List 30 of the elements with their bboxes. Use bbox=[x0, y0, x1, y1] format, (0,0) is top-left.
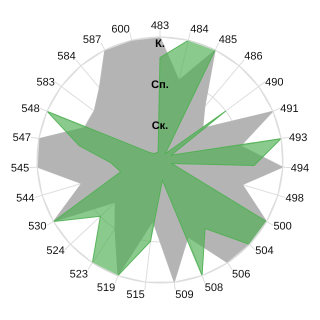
spoke-label: 493 bbox=[289, 132, 308, 144]
spoke-label: 486 bbox=[244, 50, 263, 63]
spoke-label: 548 bbox=[21, 103, 40, 116]
spoke-label: 547 bbox=[12, 132, 31, 144]
spoke-label: 515 bbox=[126, 288, 145, 301]
spoke-label: 504 bbox=[255, 244, 274, 257]
spoke-label: 509 bbox=[175, 288, 194, 301]
y-tick-label: Сп. bbox=[151, 79, 169, 91]
spoke-label: 494 bbox=[290, 162, 310, 175]
spoke-label: 498 bbox=[285, 192, 304, 204]
spoke-label: 587 bbox=[82, 34, 102, 46]
spoke-label: 506 bbox=[232, 268, 250, 280]
spoke-label: 544 bbox=[16, 192, 35, 204]
y-tick-label: К. bbox=[155, 38, 165, 50]
spoke-label: 500 bbox=[273, 220, 292, 232]
spoke-label: 583 bbox=[36, 76, 55, 89]
spoke-label: 530 bbox=[28, 220, 47, 232]
spoke-label: 483 bbox=[150, 20, 170, 32]
spoke-label: 524 bbox=[46, 244, 65, 257]
spoke-label: 523 bbox=[70, 268, 88, 280]
y-tick-label: Ск. bbox=[152, 120, 168, 132]
spoke-label: 519 bbox=[96, 282, 116, 294]
spoke-label: 584 bbox=[57, 50, 76, 63]
spoke-label: 545 bbox=[10, 162, 30, 175]
spoke-label: 491 bbox=[280, 103, 299, 116]
spoke-label: 484 bbox=[190, 24, 209, 36]
spoke-label: 485 bbox=[218, 34, 238, 46]
spoke-label: 600 bbox=[111, 24, 130, 36]
spoke-label: 490 bbox=[265, 76, 284, 89]
spoke-label: 508 bbox=[204, 282, 224, 294]
